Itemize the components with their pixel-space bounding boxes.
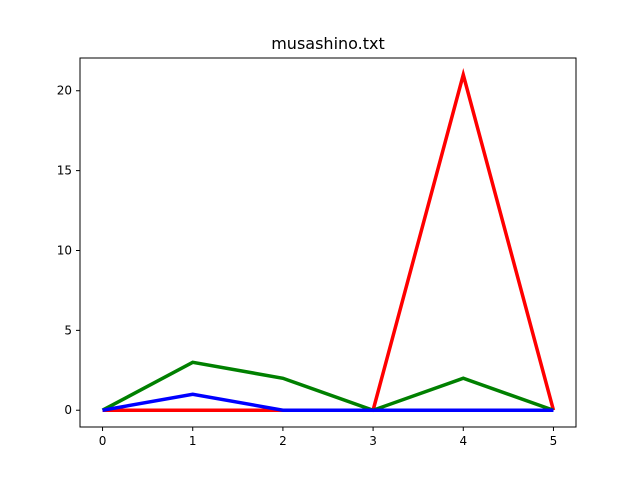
y-tick-label-1: 5 (64, 323, 72, 337)
x-tick-label-2: 2 (279, 434, 287, 448)
y-tick-label-2: 10 (57, 243, 72, 257)
y-tick-label-4: 20 (57, 84, 72, 98)
series-line-2 (102, 392, 554, 412)
x-tick-label-0: 0 (99, 434, 107, 448)
x-tick-label-4: 4 (459, 434, 467, 448)
x-tick-label-1: 1 (189, 434, 197, 448)
x-tick-label-3: 3 (369, 434, 377, 448)
series-layer (101, 68, 556, 413)
plot-frame (79, 57, 577, 428)
series-line-1 (101, 360, 555, 413)
y-tick-label-0: 0 (64, 403, 72, 417)
x-tick-label-5: 5 (550, 434, 558, 448)
series-line-0 (102, 68, 556, 412)
chart-title: musashino.txt (271, 34, 385, 53)
y-tick-label-3: 15 (57, 164, 72, 178)
y-axis: 0 5 10 15 20 (57, 84, 80, 417)
x-axis: 0 1 2 3 4 5 (99, 427, 558, 448)
